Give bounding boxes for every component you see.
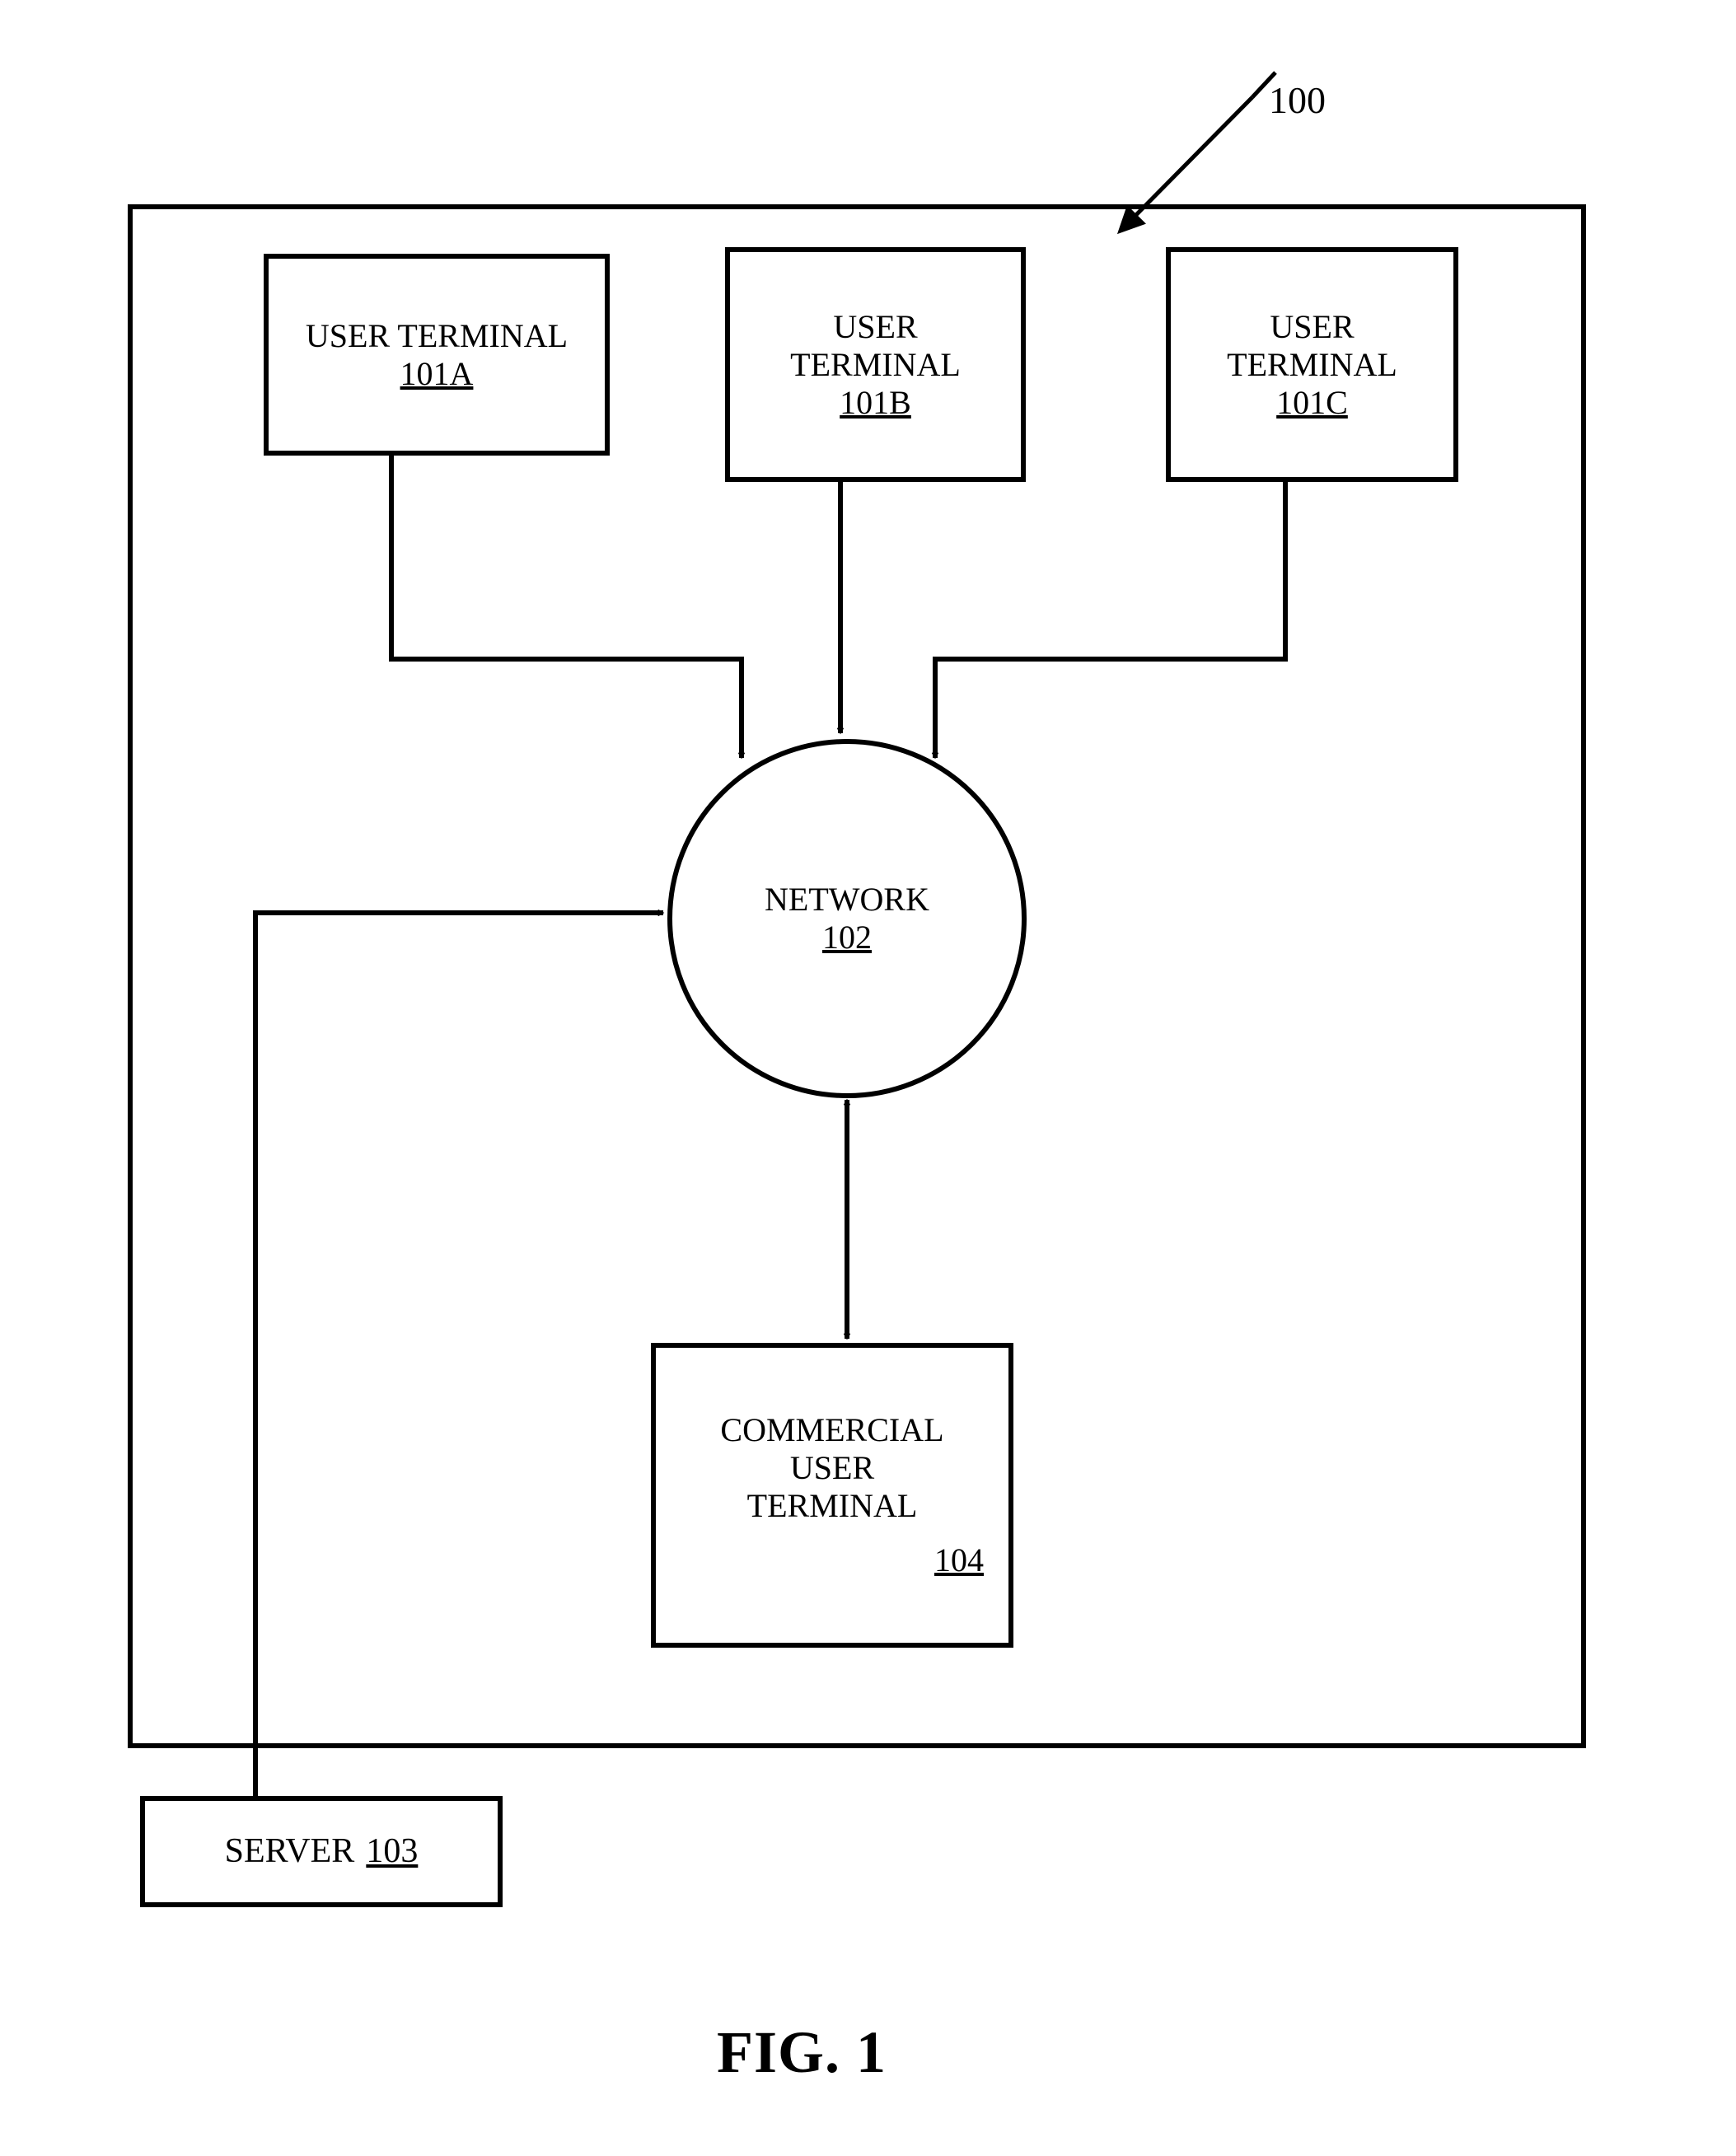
node-label: USER TERMINAL (306, 317, 568, 355)
node-label: USER (1270, 308, 1354, 346)
node-ref: 102 (822, 919, 872, 956)
node-ref: 101C (1276, 384, 1348, 422)
network-node: NETWORK 102 (667, 739, 1027, 1098)
diagram-canvas: USER TERMINAL 101A USER TERMINAL 101B US… (0, 0, 1736, 2156)
figure-label: FIG. 1 (717, 2018, 887, 2087)
node-ref: 104 (934, 1541, 984, 1579)
node-ref: 101A (400, 355, 474, 393)
callout-100: 100 (1269, 78, 1326, 122)
user-terminal-b: USER TERMINAL 101B (725, 247, 1026, 482)
user-terminal-c: USER TERMINAL 101C (1166, 247, 1458, 482)
node-label: SERVER (225, 1831, 355, 1871)
node-label: NETWORK (765, 881, 929, 919)
user-terminal-a: USER TERMINAL 101A (264, 254, 610, 456)
node-label: USER (833, 308, 917, 346)
node-label: COMMERCIAL (720, 1411, 943, 1449)
node-label: TERMINAL (790, 346, 961, 384)
server-node: SERVER 103 (140, 1796, 503, 1907)
node-label: TERMINAL (1227, 346, 1397, 384)
node-label: USER (790, 1449, 874, 1487)
node-ref: 101B (840, 384, 911, 422)
node-label: TERMINAL (747, 1487, 918, 1525)
node-ref: 103 (366, 1831, 418, 1871)
commercial-user-terminal: COMMERCIAL USER TERMINAL 104 (651, 1343, 1013, 1648)
